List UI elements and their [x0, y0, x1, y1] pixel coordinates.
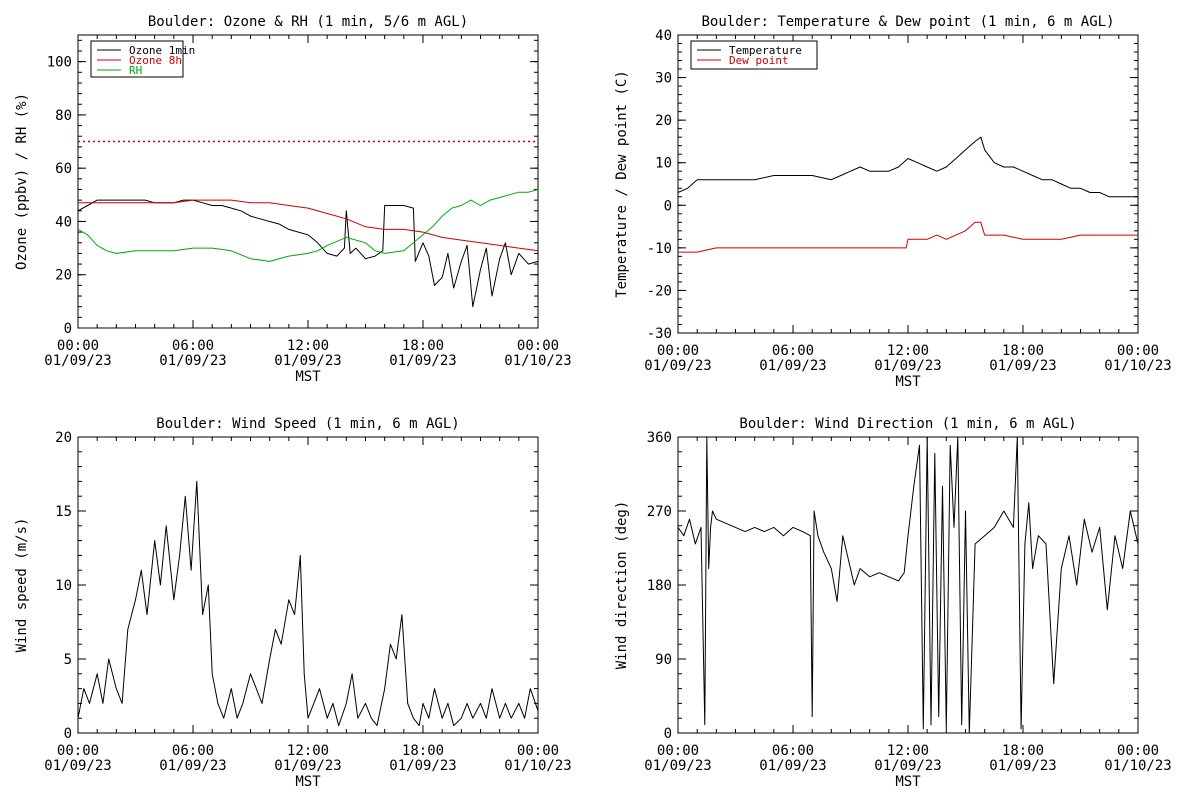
- x-tick-time-label: 12:00: [287, 338, 329, 354]
- y-tick-label: 360: [647, 430, 672, 446]
- y-tick-label: 0: [64, 726, 72, 742]
- y-tick-label: 0: [664, 726, 672, 742]
- temperature-dewpoint-panel: Boulder: Temperature & Dew point (1 min,…: [614, 14, 1172, 390]
- x-tick-time-label: 18:00: [1002, 743, 1044, 759]
- legend-entry: Dew point: [729, 54, 789, 67]
- x-tick-time-label: 06:00: [772, 743, 814, 759]
- y-tick-label: 30: [655, 71, 672, 87]
- x-tick-time-label: 00:00: [1117, 343, 1159, 359]
- chart-title: Boulder: Ozone & RH (1 min, 5/6 m AGL): [148, 14, 468, 30]
- y-tick-label: 0: [64, 321, 72, 337]
- plot-frame: [677, 436, 1139, 734]
- x-tick-time-label: 06:00: [172, 743, 214, 759]
- x-tick-time-label: 00:00: [1117, 743, 1159, 759]
- y-axis-label: Ozone (ppbv) / RH (%): [14, 93, 30, 270]
- x-tick-time-label: 00:00: [657, 343, 699, 359]
- y-tick-label: 0: [664, 198, 672, 214]
- x-tick-date-label: 01/09/23: [389, 758, 456, 774]
- plot-frame: [77, 436, 539, 734]
- chart-title: Boulder: Wind Direction (1 min, 6 m AGL): [739, 416, 1076, 432]
- y-tick-label: -30: [647, 326, 672, 342]
- y-tick-label: 5: [64, 652, 72, 668]
- x-tick-date-label: 01/09/23: [759, 358, 826, 374]
- legend-box: [90, 40, 184, 78]
- y-tick-label: 20: [55, 268, 72, 284]
- x-tick-time-label: 12:00: [887, 743, 929, 759]
- x-tick-time-label: 00:00: [517, 338, 559, 354]
- wind-direction-panel: Boulder: Wind Direction (1 min, 6 m AGL)…: [614, 416, 1172, 790]
- y-tick-label: 15: [55, 504, 72, 520]
- x-tick-date-label: 01/09/23: [874, 758, 941, 774]
- x-tick-date-label: 01/10/23: [504, 353, 571, 369]
- legend-entry: Temperature: [729, 44, 802, 57]
- x-tick-date-label: 01/09/23: [44, 758, 111, 774]
- x-tick-time-label: 12:00: [287, 743, 329, 759]
- x-tick-date-label: 01/09/23: [759, 758, 826, 774]
- x-tick-time-label: 18:00: [1002, 343, 1044, 359]
- y-tick-label: 100: [47, 55, 72, 71]
- x-tick-time-label: 00:00: [657, 743, 699, 759]
- legend-entry: Ozone 1min: [129, 44, 195, 57]
- x-tick-date-label: 01/09/23: [389, 353, 456, 369]
- x-tick-date-label: 01/09/23: [159, 353, 226, 369]
- x-axis-label: MST: [895, 774, 921, 790]
- x-tick-date-label: 01/10/23: [504, 758, 571, 774]
- x-tick-date-label: 01/09/23: [274, 353, 341, 369]
- series-line-ozone-8h: [78, 199, 539, 252]
- wind-speed-panel: Boulder: Wind Speed (1 min, 6 m AGL) 00:0…: [14, 416, 572, 790]
- y-tick-label: 90: [655, 652, 672, 668]
- x-axis-label: MST: [895, 374, 921, 390]
- x-tick-date-label: 01/09/23: [989, 758, 1056, 774]
- x-axis-label: MST: [295, 369, 321, 385]
- y-axis-label: Wind speed (m/s): [14, 518, 30, 653]
- y-axis-label: Wind direction (deg): [614, 501, 630, 670]
- y-tick-label: 270: [647, 504, 672, 520]
- y-tick-label: 40: [655, 28, 672, 44]
- x-tick-time-label: 00:00: [57, 338, 99, 354]
- x-tick-date-label: 01/09/23: [44, 353, 111, 369]
- x-tick-date-label: 01/09/23: [644, 358, 711, 374]
- y-tick-label: 40: [55, 214, 72, 230]
- x-tick-date-label: 01/09/23: [274, 758, 341, 774]
- plot-frame: [677, 34, 1139, 334]
- y-tick-label: 10: [55, 578, 72, 594]
- x-tick-date-label: 01/09/23: [644, 758, 711, 774]
- y-tick-label: 10: [655, 156, 672, 172]
- x-tick-time-label: 00:00: [517, 743, 559, 759]
- x-tick-date-label: 01/09/23: [874, 358, 941, 374]
- legend-entry: Ozone 8h: [129, 54, 182, 67]
- chart-title: Boulder: Temperature & Dew point (1 min,…: [701, 14, 1114, 30]
- series-line-rh: [77, 189, 539, 262]
- x-tick-date-label: 01/10/23: [1104, 758, 1171, 774]
- y-tick-label: 80: [55, 108, 72, 124]
- x-tick-time-label: 00:00: [57, 743, 99, 759]
- x-tick-date-label: 01/09/23: [159, 758, 226, 774]
- x-tick-time-label: 06:00: [772, 343, 814, 359]
- y-tick-label: 20: [655, 113, 672, 129]
- legend-entry: RH: [129, 64, 142, 77]
- y-tick-label: -20: [647, 283, 672, 299]
- chart-title: Boulder: Wind Speed (1 min, 6 m AGL): [156, 416, 459, 432]
- series-line-data: [77, 480, 539, 727]
- x-tick-time-label: 12:00: [887, 343, 929, 359]
- x-tick-time-label: 18:00: [402, 338, 444, 354]
- x-tick-time-label: 06:00: [172, 338, 214, 354]
- x-tick-date-label: 01/09/23: [989, 358, 1056, 374]
- series-line-data: [677, 436, 1139, 734]
- series-line-temperature: [677, 136, 1138, 198]
- series-line-dew-point: [678, 221, 1138, 253]
- y-axis-label: Temperature / Dew point (C): [614, 70, 630, 298]
- ozone-rh-panel: Boulder: Ozone & RH (1 min, 5/6 m AGL)00…: [14, 14, 572, 385]
- x-axis-label: MST: [295, 774, 321, 790]
- y-tick-label: 20: [55, 430, 72, 446]
- y-tick-label: 60: [55, 161, 72, 177]
- x-tick-time-label: 18:00: [402, 743, 444, 759]
- legend-box: [690, 40, 818, 70]
- plot-frame: [77, 34, 539, 329]
- y-tick-label: 180: [647, 578, 672, 594]
- x-tick-date-label: 01/10/23: [1104, 358, 1171, 374]
- y-tick-label: -10: [647, 241, 672, 257]
